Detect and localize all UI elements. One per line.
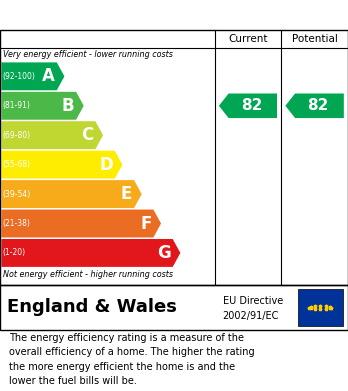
Text: 82: 82 [307, 98, 329, 113]
Polygon shape [1, 210, 161, 237]
Text: (69-80): (69-80) [3, 131, 31, 140]
Text: EU Directive: EU Directive [223, 296, 283, 306]
Text: (92-100): (92-100) [3, 72, 35, 81]
Polygon shape [1, 92, 84, 120]
Polygon shape [285, 93, 344, 118]
Polygon shape [1, 121, 103, 149]
Text: England & Wales: England & Wales [7, 298, 177, 316]
Text: C: C [81, 126, 94, 144]
Polygon shape [1, 239, 180, 267]
Text: 2002/91/EC: 2002/91/EC [223, 312, 279, 321]
Text: Current: Current [228, 34, 268, 44]
Text: (39-54): (39-54) [3, 190, 31, 199]
Text: Energy Efficiency Rating: Energy Efficiency Rating [69, 7, 279, 23]
Polygon shape [219, 93, 277, 118]
Text: (55-68): (55-68) [3, 160, 31, 169]
Text: Not energy efficient - higher running costs: Not energy efficient - higher running co… [3, 270, 174, 279]
Text: E: E [121, 185, 132, 203]
Text: B: B [62, 97, 74, 115]
Text: Very energy efficient - lower running costs: Very energy efficient - lower running co… [3, 50, 173, 59]
Text: 82: 82 [241, 98, 262, 113]
Text: F: F [140, 215, 152, 233]
Text: Potential: Potential [292, 34, 338, 44]
Bar [298, 289, 343, 326]
Text: D: D [99, 156, 113, 174]
Polygon shape [1, 63, 64, 90]
Text: (1-20): (1-20) [3, 248, 26, 257]
Polygon shape [1, 151, 122, 179]
Text: (21-38): (21-38) [3, 219, 31, 228]
Polygon shape [1, 180, 142, 208]
Text: A: A [42, 67, 55, 85]
Text: (81-91): (81-91) [3, 101, 31, 110]
Text: G: G [157, 244, 171, 262]
Text: The energy efficiency rating is a measure of the
overall efficiency of a home. T: The energy efficiency rating is a measur… [9, 333, 254, 386]
